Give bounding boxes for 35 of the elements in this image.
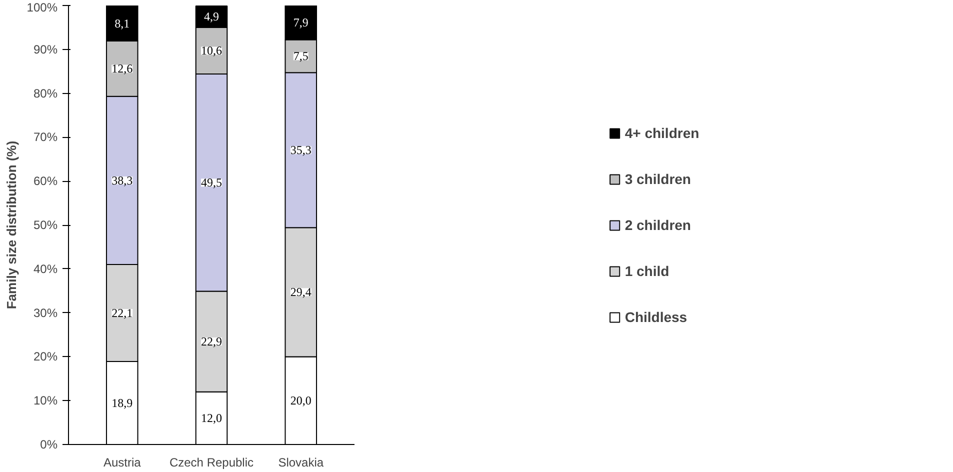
y-tick-label: 0% [40, 438, 58, 452]
y-tick-label: 90% [33, 42, 58, 56]
data-label: 29,4 [290, 285, 312, 300]
y-tick-label: 30% [33, 306, 58, 320]
data-label: 12,6 [112, 62, 133, 76]
data-label: 7,5 [293, 49, 308, 64]
y-tick-label: 80% [33, 86, 58, 100]
data-label: 20,0 [290, 394, 312, 408]
data-label: 22,1 [112, 306, 133, 320]
legend-label: 1 child [624, 262, 670, 278]
data-label: 22,9 [201, 334, 222, 349]
data-label: 18,9 [112, 396, 133, 410]
y-tick-label: 20% [33, 350, 58, 364]
x-tick-label: Czech Republic [169, 456, 254, 470]
y-tick-label: 100% [26, 0, 58, 14]
y-tick-label: 70% [33, 130, 58, 144]
y-tick-label: 40% [33, 262, 58, 276]
data-label: 7,9 [293, 15, 308, 30]
x-tick-label: Austria [103, 456, 142, 470]
data-label: 49,5 [201, 176, 222, 190]
x-tick-label: Slovakia [278, 456, 324, 470]
y-tick-label: 50% [33, 218, 58, 232]
data-label: 8,1 [114, 16, 130, 30]
y-axis-title: Family size distribution (%) [4, 140, 19, 310]
data-label: 38,3 [112, 173, 133, 188]
legend-label: 2 children [624, 216, 691, 232]
legend-label: 3 children [624, 170, 691, 186]
y-tick-label: 10% [33, 394, 58, 408]
data-label: 4,9 [204, 10, 219, 24]
data-label: 12,0 [201, 411, 222, 426]
legend-label: Childless [624, 308, 688, 324]
legend-label: 4+ children [624, 124, 700, 140]
data-label: 35,3 [290, 143, 312, 158]
y-tick-label: 60% [33, 174, 58, 188]
data-label: 10,6 [201, 44, 222, 58]
